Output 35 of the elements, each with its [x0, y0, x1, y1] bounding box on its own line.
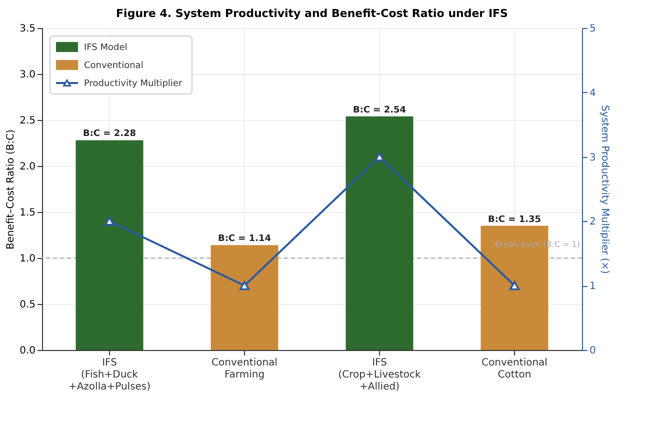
- data-label: B:C = 1.35: [488, 214, 542, 225]
- y2-tick-label: 0: [590, 346, 596, 356]
- point: [374, 152, 385, 162]
- chart-title: Figure 4. System Productivity and Benefit-Cost Ratio under IFS: [116, 7, 508, 20]
- y-tick-label: 1.0: [20, 254, 36, 264]
- point: [239, 281, 250, 290]
- bar: [346, 116, 414, 350]
- data-label: B:C = 2.28: [82, 129, 136, 140]
- y2-tick-label: 4: [590, 88, 596, 99]
- y-axis-title: Benefit–Cost Ratio (B:C): [6, 129, 17, 250]
- y2-tick-label: 5: [590, 24, 596, 34]
- x-tick-label: IFS (Fish+Duck +Azolla+Pulses): [68, 358, 151, 392]
- x-tick-label: Conventional Cotton: [482, 358, 548, 380]
- y-tick-label: 2.5: [20, 116, 36, 126]
- point: [104, 216, 115, 226]
- y2-tick-label: 3: [590, 152, 596, 164]
- point: [509, 281, 520, 290]
- bar: [76, 140, 144, 350]
- y-tick-label: 2.0: [20, 162, 36, 172]
- legend-label: Productivity Multiplier: [84, 79, 182, 89]
- data-label: B:C = 1.14: [218, 234, 272, 244]
- y-tick-label: 3.5: [20, 24, 36, 34]
- y-tick-label: 3.0: [20, 70, 36, 80]
- data-label: B:C = 2.54: [352, 105, 406, 116]
- x-tick-label: IFS (Crop+Livestock +Allied): [338, 358, 421, 392]
- y2-tick-label: 1: [590, 281, 596, 292]
- legend-label: Conventional: [84, 61, 144, 71]
- y2-axis-title: System Productivity Multiplier (×): [598, 105, 610, 274]
- y-tick-label: 0.0: [20, 346, 36, 356]
- y2-tick-label: 2: [590, 216, 596, 228]
- x-tick-label: Conventional Farming: [212, 358, 278, 380]
- bar: [210, 245, 278, 350]
- y-tick-label: 1.5: [20, 208, 36, 218]
- y-tick-label: 0.5: [20, 300, 36, 310]
- legend-label: IFS Model: [84, 43, 128, 53]
